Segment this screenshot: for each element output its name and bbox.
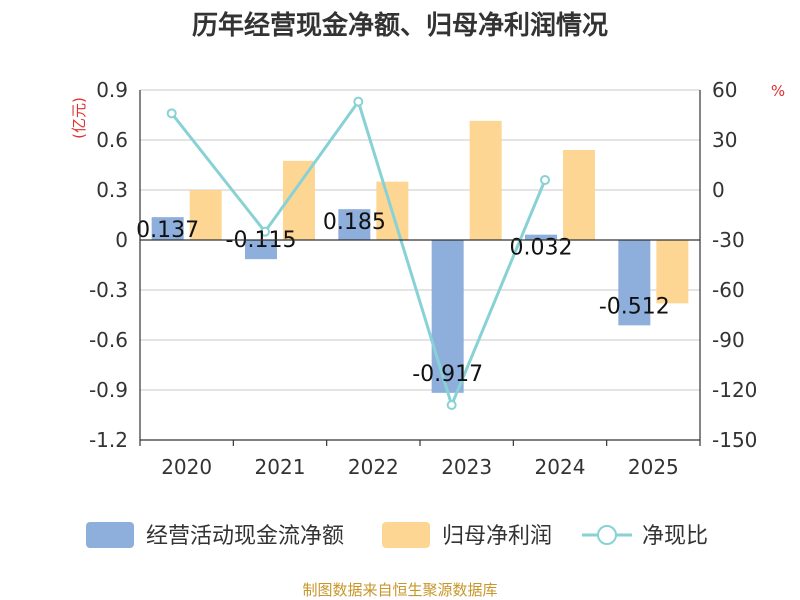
cash-flow-bar [525, 234, 557, 240]
left-tick-label: 0.9 [96, 78, 128, 102]
cash-flow-bar [618, 240, 651, 326]
x-tick-label: 2025 [628, 455, 679, 479]
cash-flow-bar [245, 240, 277, 260]
right-tick-label: -120 [712, 378, 757, 402]
legend-label-cash-flow: 经营活动现金流净额 [146, 524, 344, 549]
right-axis-unit: % [771, 82, 785, 100]
ratio-point [353, 96, 364, 107]
legend-swatch-net-profit [382, 522, 430, 548]
net-profit-bar [469, 120, 502, 240]
legend-swatch-ratio-marker [597, 525, 617, 545]
cash-flow-data-label: -0.917 [412, 362, 483, 387]
ratio-point [540, 175, 550, 185]
right-tick-label: -150 [712, 428, 757, 452]
cash-flow-data-label: -0.512 [599, 294, 670, 319]
net-profit-bar [563, 150, 595, 240]
legend-label-ratio: 净现比 [642, 524, 708, 549]
left-tick-label: -1.2 [89, 428, 128, 452]
ratio-point [446, 400, 457, 410]
legend: 经营活动现金流净额 归母净利润 净现比 [86, 522, 708, 549]
left-tick-label: 0.3 [96, 178, 128, 202]
x-tick-label: 2024 [535, 455, 586, 479]
data-source-note: 制图数据来自恒生聚源数据库 [302, 581, 497, 599]
ratio-point [166, 108, 177, 119]
right-tick-label: 60 [712, 78, 737, 102]
cash-flow-bar [431, 240, 464, 393]
right-tick-label: -60 [712, 278, 745, 302]
cash-flow-bar [338, 209, 371, 240]
right-tick-label: 30 [712, 128, 737, 152]
ratio-line-series [166, 96, 550, 410]
chart-title: 历年经营现金净额、归母净利润情况 [192, 10, 608, 41]
ratio-point [260, 226, 270, 237]
left-tick-label: -0.9 [89, 378, 128, 402]
left-tick-label: -0.6 [89, 328, 128, 352]
x-tick-label: 2022 [348, 455, 399, 479]
net-profit-bar [189, 190, 222, 240]
net-profit-bar [656, 240, 689, 304]
legend-label-net-profit: 归母净利润 [442, 524, 552, 549]
legend-swatch-cash-flow [86, 522, 134, 548]
cash-flow-data-label: -0.115 [226, 228, 297, 253]
cash-flow-data-label: 0.185 [323, 210, 386, 235]
cash-flow-data-label: 0.137 [136, 218, 199, 243]
right-tick-label: 0 [712, 178, 725, 202]
left-axis-unit: (亿元) [70, 97, 88, 139]
left-tick-label: 0.6 [96, 128, 128, 152]
x-tick-label: 2023 [441, 455, 492, 479]
left-tick-label: -0.3 [89, 278, 128, 302]
left-tick-label: 0 [115, 228, 128, 252]
cash-flow-bar [151, 217, 184, 240]
x-tick-label: 2020 [161, 455, 212, 479]
right-tick-label: -90 [712, 328, 745, 352]
grid-lines [140, 89, 700, 441]
bars [151, 120, 689, 393]
axes: 0.9 0.6 0.3 0 -0.3 -0.6 -0.9 -1.2 60 30 0 -30 -60 -90… [89, 78, 757, 479]
x-tick-label: 2021 [255, 455, 306, 479]
right-tick-label: -30 [712, 228, 745, 252]
